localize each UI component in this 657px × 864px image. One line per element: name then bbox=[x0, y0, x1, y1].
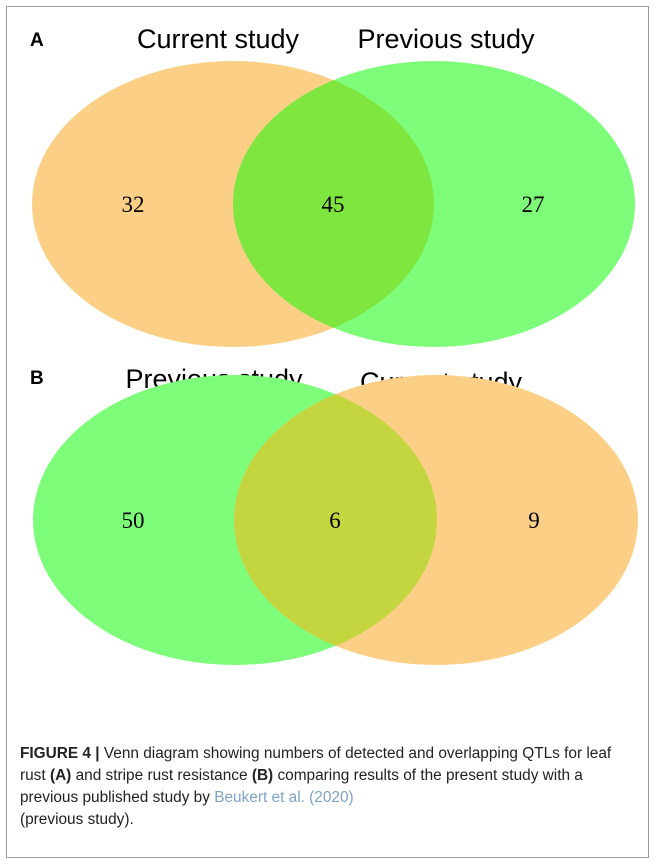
figure-label: FIGURE 4 | bbox=[20, 745, 100, 762]
caption-text-1: Venn diagram showing numbers of detected… bbox=[20, 745, 612, 784]
panel-a-label: A bbox=[30, 30, 44, 51]
panel-b: B Previous study Current study 50 6 9 bbox=[30, 364, 638, 665]
figure-frame bbox=[6, 6, 649, 858]
panel-a-overlap-count: 45 bbox=[322, 192, 345, 217]
panel-a: A Current study Previous study 32 45 27 bbox=[30, 24, 635, 347]
caption-ref-b: (B) bbox=[251, 767, 274, 784]
panel-b-right-count: 9 bbox=[528, 508, 540, 533]
venn-diagrams: A Current study Previous study 32 45 27 … bbox=[30, 24, 638, 665]
panel-b-label: B bbox=[30, 368, 44, 389]
panel-b-overlap-count: 6 bbox=[329, 508, 341, 533]
panel-a-overlap-region bbox=[233, 61, 434, 347]
caption-text-3: comparing results of the present study w… bbox=[20, 767, 583, 806]
caption-ref-a: (A) bbox=[49, 767, 72, 784]
panel-a-left-count: 32 bbox=[122, 192, 145, 217]
panel-b-left-count: 50 bbox=[122, 508, 145, 533]
figure-caption: FIGURE 4 | Venn diagram showing numbers … bbox=[20, 743, 640, 831]
caption-text-2: and stripe rust resistance bbox=[71, 767, 252, 784]
panel-a-right-set-title: Previous study bbox=[357, 24, 535, 54]
caption-text-4: (previous study). bbox=[20, 811, 134, 828]
panel-a-right-count: 27 bbox=[522, 192, 545, 217]
panel-a-left-set-title: Current study bbox=[137, 24, 300, 54]
citation-link[interactable]: Beukert et al. (2020) bbox=[214, 789, 354, 806]
panel-b-overlap-region bbox=[234, 375, 437, 665]
